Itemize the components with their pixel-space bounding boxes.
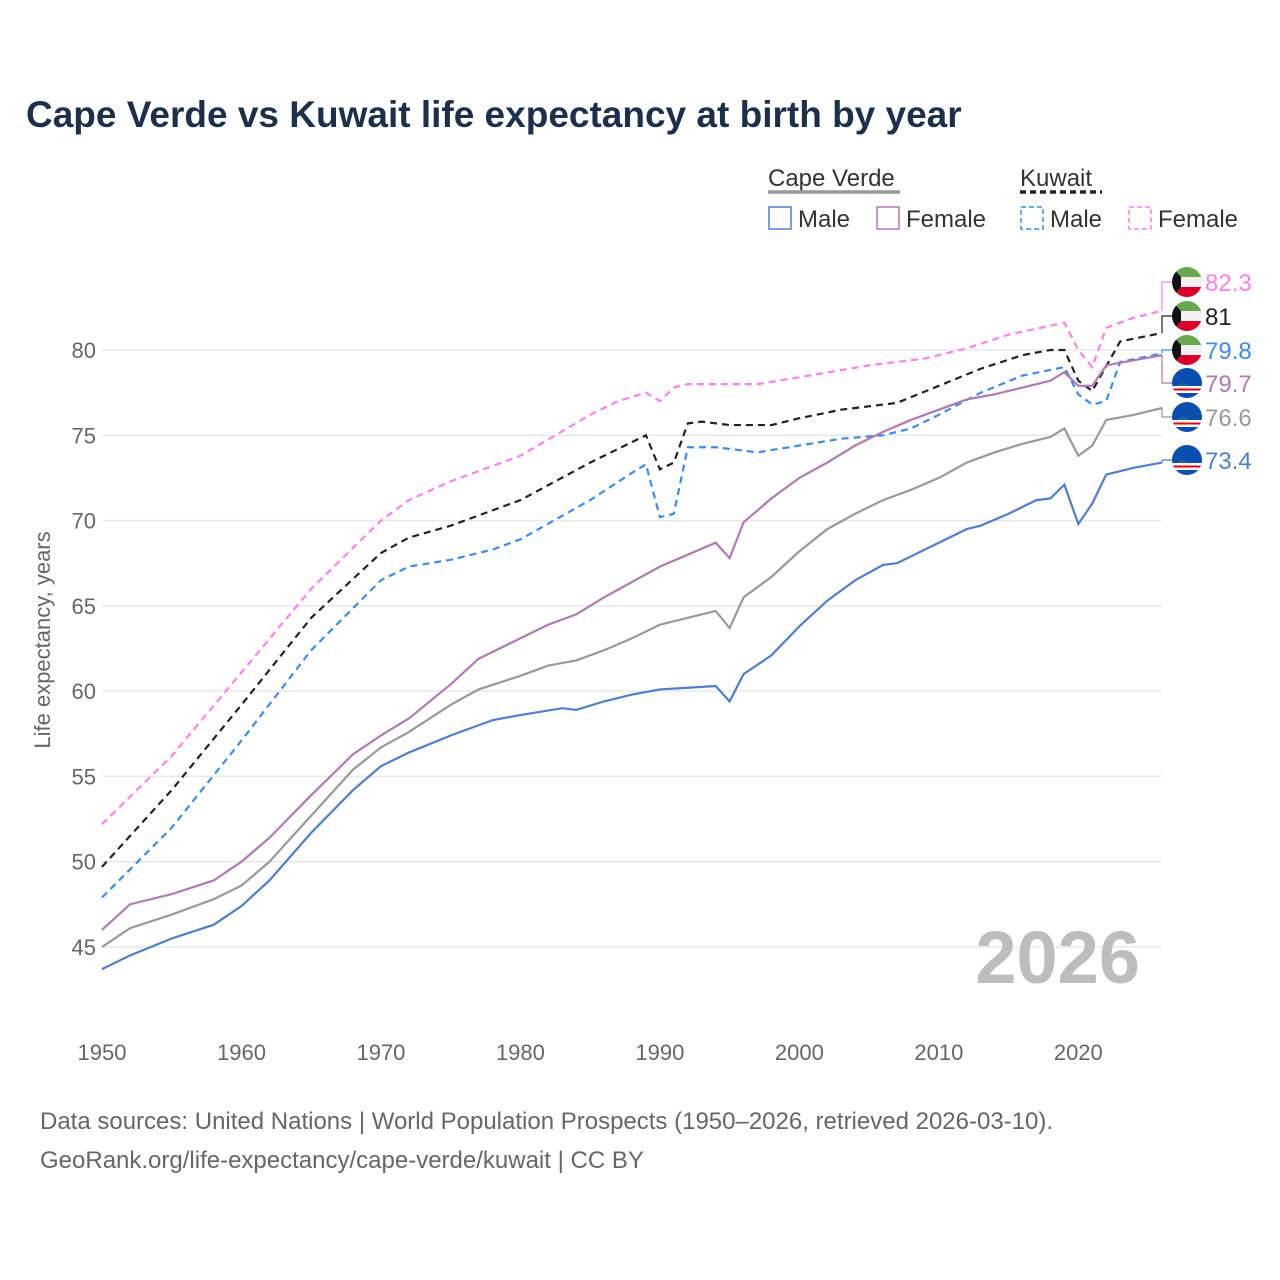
legend-item-label: Male [1050,206,1102,233]
cape-verde-flag-icon [1172,368,1202,398]
series-line-kuwait-male [101,352,1163,899]
end-value-label: 82.3 [1205,270,1252,297]
y-tick-label: 80 [72,338,96,363]
x-tick-label: 1980 [496,1040,545,1065]
label-connector [1161,349,1172,354]
label-connector [1161,355,1172,384]
y-axis-label: Life expectancy, years [30,531,55,748]
source-url: GeoRank.org/life-expectancy/cape-verde/k… [40,1147,644,1174]
label-connector [1161,315,1172,333]
legend-item-label: Male [798,206,850,233]
end-value-label: 81 [1205,304,1232,331]
series-line-cape-verde [101,406,1163,948]
y-tick-label: 55 [72,764,96,789]
x-tick-label: 1960 [217,1040,266,1065]
y-tick-label: 50 [72,850,96,875]
y-tick-label: 45 [72,935,96,960]
end-value-label: 79.8 [1205,338,1252,365]
kuwait-flag-icon [1172,301,1202,331]
end-value-label: 76.6 [1205,405,1252,432]
legend-swatch [876,206,900,230]
legend-item-label: Female [906,206,986,233]
y-tick-label: 70 [72,509,96,534]
legend-group-cape-verde: Cape Verde [768,165,895,192]
legend-group-kuwait: Kuwait [1020,165,1092,192]
series-line-cape-verde-female [101,354,1163,931]
year-watermark: 2026 [975,916,1140,999]
label-connector [1161,407,1172,418]
kuwait-flag-icon [1172,267,1202,297]
label-connector [1161,281,1172,311]
x-tick-label: 2000 [775,1040,824,1065]
x-tick-label: 1950 [78,1040,127,1065]
end-value-label: 73.4 [1205,448,1252,475]
series-line-kuwait-female [101,309,1163,825]
label-connector [1161,459,1172,463]
y-tick-label: 60 [72,679,96,704]
x-tick-label: 1970 [356,1040,405,1065]
x-tick-label: 2020 [1054,1040,1103,1065]
y-tick-label: 65 [72,594,96,619]
end-value-label: 79.7 [1205,371,1252,398]
cape-verde-flag-icon [1172,445,1202,475]
legend-swatch [1020,206,1044,230]
kuwait-flag-icon [1172,335,1202,365]
legend-swatch [1128,206,1152,230]
series-line-cape-verde-male [101,461,1163,971]
x-tick-label: 2010 [914,1040,963,1065]
y-tick-label: 75 [72,423,96,448]
source-line: Data sources: United Nations | World Pop… [40,1108,1054,1135]
cape-verde-flag-icon [1172,402,1202,432]
legend-item-label: Female [1158,206,1238,233]
chart-title: Cape Verde vs Kuwait life expectancy at … [26,94,962,135]
x-tick-label: 1990 [635,1040,684,1065]
series-line-kuwait [101,331,1163,868]
legend-swatch [768,206,792,230]
